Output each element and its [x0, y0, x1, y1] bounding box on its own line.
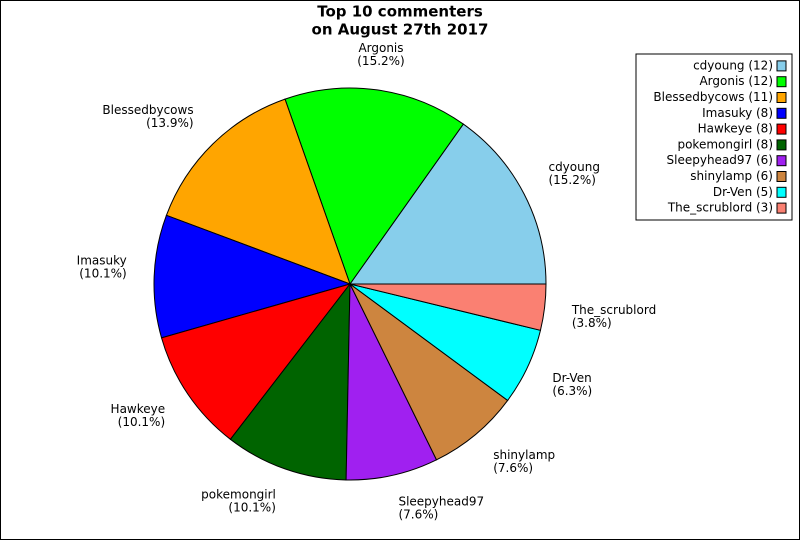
legend-swatch — [776, 76, 787, 88]
legend-swatch — [776, 171, 787, 182]
slice-value-label: (3.8%) — [572, 316, 612, 330]
pie-slice — [284, 87, 465, 286]
chart-title: on August 27th 2017 — [312, 21, 489, 39]
legend-swatch — [776, 186, 787, 198]
slice-value-label: (10.1%) — [228, 500, 275, 514]
legend-swatch — [776, 60, 787, 72]
slice-value-label: (10.1%) — [79, 267, 126, 281]
slice-value-label: (6.3%) — [552, 384, 592, 398]
legend-swatch — [776, 139, 787, 151]
legend-label: The_scrublord (3) — [667, 201, 773, 215]
slice-label: Imasuky — [77, 254, 127, 268]
slice-label: Blessedbycows — [102, 103, 193, 117]
legend-label: Argonis (12) — [699, 74, 773, 88]
pie-slice — [153, 214, 352, 339]
legend-label: shinylamp (6) — [690, 169, 773, 183]
pie-slice — [160, 283, 352, 441]
slice-value-label: (15.2%) — [548, 173, 595, 187]
pie-slice — [349, 283, 547, 331]
legend-swatch — [776, 202, 787, 214]
legend-swatch — [776, 92, 787, 103]
slice-label: Hawkeye — [111, 402, 166, 416]
slice-value-label: (13.9%) — [146, 116, 193, 130]
pie-slice — [165, 98, 351, 285]
legend-swatch — [776, 107, 787, 119]
slice-value-label: (7.6%) — [493, 461, 533, 475]
slice-value-label: (15.2%) — [357, 54, 404, 68]
legend-label: Hawkeye (8) — [698, 122, 773, 136]
legend-label: Imasuky (8) — [702, 106, 773, 120]
slice-label: shinylamp — [493, 448, 555, 462]
slice-label: The_scrublord — [571, 303, 656, 317]
pie-slice — [229, 282, 351, 481]
legend-label: Blessedbycows (11) — [653, 90, 773, 104]
slice-label: cdyoung — [548, 160, 600, 174]
pie-slice — [345, 283, 438, 481]
legend-label: pokemongirl (8) — [677, 137, 773, 151]
slice-value-label: (10.1%) — [118, 415, 165, 429]
legend-label: Dr-Ven (5) — [713, 185, 773, 199]
pie-slice — [349, 283, 509, 461]
slice-value-label: (7.6%) — [398, 508, 438, 522]
legend-label: cdyoung (12) — [693, 58, 773, 72]
legend-swatch — [776, 123, 787, 135]
chart-title: Top 10 commenters — [317, 3, 483, 21]
pie-slice — [349, 123, 547, 285]
legend-label: Sleepyhead97 (6) — [667, 153, 773, 167]
slice-label: Dr-Ven — [552, 371, 591, 385]
slice-label: Sleepyhead97 — [398, 495, 484, 509]
legend-box — [635, 53, 793, 221]
slice-label: Argonis — [358, 41, 403, 55]
legend-swatch — [776, 155, 787, 167]
slice-label: pokemongirl — [201, 487, 276, 501]
